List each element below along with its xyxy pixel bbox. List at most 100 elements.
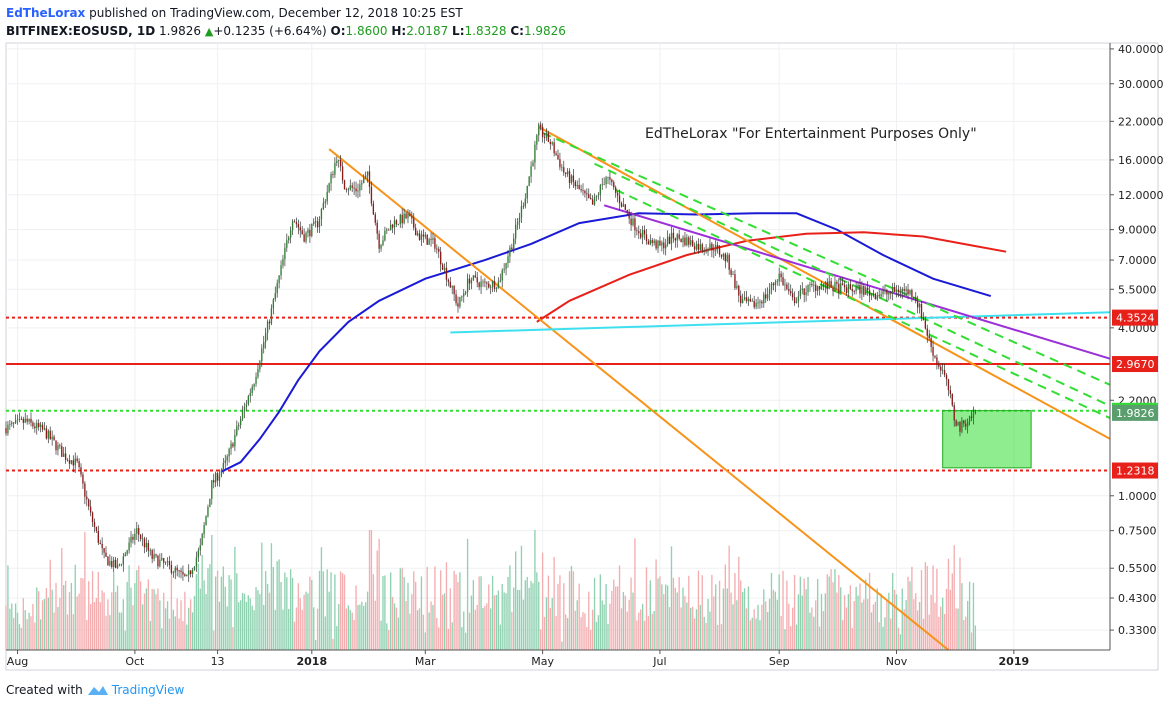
candle-down [468, 278, 471, 284]
volume-bar [386, 623, 388, 650]
candle-down [411, 216, 413, 219]
candle-up [338, 159, 340, 161]
candle-up [384, 230, 386, 241]
volume-bar [828, 576, 830, 650]
volume-bar [366, 591, 369, 650]
candle-up [259, 361, 261, 370]
candle-up [159, 559, 161, 567]
volume-bar [334, 574, 336, 650]
volume-bar [247, 595, 250, 650]
candle-up [670, 232, 673, 244]
candle-down [786, 284, 788, 290]
candle-down [782, 277, 784, 285]
candle-down [549, 141, 551, 144]
candle-down [341, 166, 344, 181]
candle-down [938, 364, 940, 367]
volume-bar [116, 585, 119, 650]
candle-up [820, 284, 823, 290]
candle-down [936, 357, 938, 365]
candle-down [826, 282, 828, 289]
price-axis[interactable]: 40.0000 30.0000 22.0000 16.0000 12.0000 9.000… [1110, 43, 1164, 637]
volume-bar [728, 545, 730, 650]
author-link[interactable]: EdTheLorax [6, 6, 86, 20]
candle-up [466, 278, 469, 292]
candle-up [186, 574, 188, 576]
candle-down [34, 426, 36, 429]
candle-up [57, 445, 59, 451]
price-tick-label: 0.3300 [1118, 624, 1157, 637]
candle-down [674, 238, 676, 241]
candle-up [743, 297, 746, 300]
candle-down [565, 172, 567, 175]
price-chart[interactable]: 40.0000 30.0000 22.0000 16.0000 12.0000 9.000… [0, 38, 1169, 674]
volume-bar [47, 597, 49, 650]
candle-up [349, 185, 351, 190]
candle-up [74, 458, 76, 466]
candle-up [524, 198, 526, 207]
volume-bar [578, 583, 580, 650]
candle-down [874, 293, 877, 300]
candle-down [45, 428, 48, 439]
candle-down [849, 284, 852, 290]
candle-up [497, 281, 500, 289]
volume-bar [389, 572, 392, 650]
volume-bar [707, 598, 709, 650]
volume-bar [897, 627, 900, 650]
volume-bar [476, 604, 478, 650]
volume-bar [393, 603, 396, 650]
volume-bar [34, 622, 36, 650]
candle-up [320, 208, 323, 220]
candle-down [455, 294, 457, 304]
candle-up [399, 214, 401, 224]
candle-up [805, 292, 807, 295]
candle-up [18, 418, 21, 420]
volume-bar [643, 620, 646, 650]
time-axis[interactable]: Aug Oct 13 2018 Mar May Jul Sep Nov 2019 [7, 650, 1029, 668]
candle-down [388, 229, 390, 231]
candle-up [270, 308, 273, 324]
volume-bar [786, 580, 788, 650]
volume-bar [636, 620, 638, 650]
candle-down [511, 247, 513, 250]
volume-bar [39, 619, 42, 650]
volume-bar [572, 571, 575, 650]
candle-up [263, 342, 265, 349]
volume-bar [622, 591, 625, 650]
volume-bar [134, 583, 136, 650]
volume-bar [734, 573, 736, 650]
volume-bar [607, 623, 609, 650]
candle-down [555, 153, 557, 155]
volume-bar [565, 614, 567, 650]
candle-up [657, 240, 659, 249]
candle-down [41, 424, 44, 430]
price-badge-bg [1112, 309, 1158, 326]
candle-down [788, 289, 790, 292]
volume-bar [32, 603, 34, 650]
candle-up [695, 243, 698, 250]
volume-bar [801, 595, 803, 650]
candle-up [220, 470, 223, 476]
volume-bar [722, 588, 725, 650]
candle-down [655, 240, 657, 249]
candle-down [88, 499, 90, 507]
candle-up [207, 507, 209, 517]
volume-bar [763, 589, 765, 650]
candle-up [538, 124, 540, 136]
volume-bar [22, 598, 24, 650]
volume-bar [188, 607, 190, 650]
volume-bar [638, 612, 640, 650]
candle-up [653, 240, 655, 244]
volume-bar [216, 570, 219, 650]
candle-down [924, 320, 927, 329]
tradingview-brand-link[interactable]: TradingView [111, 683, 185, 697]
volume-bar [582, 612, 584, 650]
candle-up [561, 167, 563, 169]
volume-bar [772, 589, 775, 650]
candle-up [120, 564, 123, 566]
volume-bar [761, 604, 763, 650]
volume-bar [170, 575, 173, 650]
high-value: 2.0187 [406, 24, 449, 38]
volume-bar [840, 587, 842, 650]
volume-bar [205, 594, 207, 650]
volume-bar [38, 591, 40, 650]
